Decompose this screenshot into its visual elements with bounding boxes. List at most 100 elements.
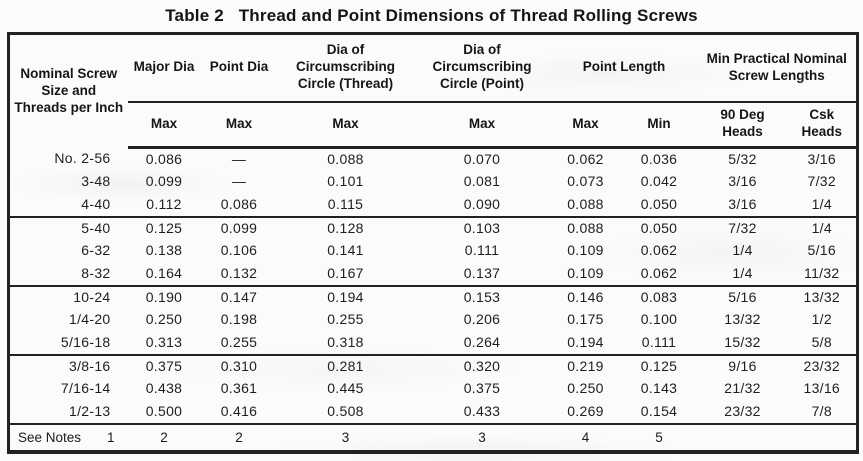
table-row: 10-24 0.190 0.147 0.194 0.153 0.146 0.083 5/16 1…: [8, 284, 858, 309]
table-row: No. 2-56 0.086 — 0.088 0.070 0.062 0.036 5/32 3/…: [9, 148, 858, 171]
value-cell: 0.198: [220, 311, 258, 328]
value-cell: 0.167: [327, 264, 364, 281]
value-cell: 0.036: [640, 151, 678, 168]
value-cell: 0.088: [567, 195, 604, 212]
value-cell: 0.281: [277, 353, 414, 378]
screw-size-cell: 1/2-13: [69, 402, 111, 419]
note-number-cell: 4: [550, 422, 621, 452]
value-cell: 15/32: [724, 333, 761, 350]
screw-size-cell: 5-40: [8, 215, 128, 240]
value-cell: 5/16: [807, 242, 836, 259]
header-major-dia: Major Dia: [127, 33, 201, 103]
value-cell: 0.050: [620, 215, 698, 240]
table-row: 5-40 0.125 0.099 0.128 0.103 0.088 0.050 7/32 1/…: [8, 215, 858, 240]
value-cell: 0.073: [567, 173, 604, 190]
value-cell: 0.128: [277, 215, 414, 240]
note-number-cell: 2: [127, 422, 201, 452]
value-cell: 7/8: [811, 402, 832, 419]
note-number-cell: 5: [620, 422, 698, 452]
value-cell: 0.416: [220, 402, 258, 419]
header-point-length: Point Length: [550, 33, 698, 103]
value-cell: 0.194: [567, 333, 604, 350]
value-cell: 0.206: [463, 311, 501, 328]
subheader-90deg-heads: 90 Deg Heads: [697, 101, 788, 149]
value-cell: 21/32: [724, 380, 761, 397]
value-cell: 0.125: [620, 353, 698, 378]
see-notes-cell: See Notes 1: [8, 422, 128, 452]
subheader-point-length-min: Min: [620, 101, 698, 149]
screw-size-cell: 3/8-16: [8, 353, 128, 378]
note-number-cell: 3: [413, 422, 551, 452]
subheader-point-length-max: Max: [550, 101, 621, 149]
value-cell: 9/16: [697, 353, 788, 378]
table-row: 3/8-16 0.375 0.310 0.281 0.320 0.219 0.125 9/16…: [8, 353, 858, 378]
value-cell: 0.090: [463, 195, 501, 212]
value-cell: 0.508: [327, 402, 364, 419]
value-cell: 0.111: [464, 242, 500, 259]
value-cell: 0.083: [620, 284, 698, 309]
table-title: Table 2 Thread and Point Dimensions of T…: [165, 6, 698, 25]
value-cell: 0.086: [145, 151, 183, 168]
value-cell: 0.445: [327, 380, 364, 397]
value-cell: 0.310: [200, 353, 278, 378]
value-cell: 7/32: [697, 215, 788, 240]
table-header: Nominal Screw Size and Threads per Inch …: [9, 33, 858, 149]
table-row: 4-40 0.112 0.086 0.115 0.090 0.088 0.050 3/16 1/…: [9, 194, 858, 217]
value-cell: 0.062: [567, 151, 604, 168]
note-number-cell: 2: [200, 422, 278, 452]
value-cell: 0.438: [145, 380, 183, 397]
value-cell: 13/32: [787, 284, 858, 309]
value-cell: 0.062: [640, 264, 678, 281]
value-cell: 0.086: [220, 195, 258, 212]
value-cell: 0.219: [550, 353, 621, 378]
value-cell: 5/16: [697, 284, 788, 309]
screw-size-cell: 7/16-14: [60, 380, 111, 397]
screw-size-cell: 10-24: [8, 284, 128, 309]
value-cell: 0.099: [145, 173, 183, 190]
value-cell: 0.433: [463, 402, 501, 419]
value-cell: 0.175: [567, 311, 604, 328]
value-cell: 0.088: [550, 215, 621, 240]
value-cell: 0.250: [567, 380, 604, 397]
value-cell: 0.143: [640, 380, 678, 397]
value-cell: 0.147: [200, 284, 278, 309]
value-cell: 0.099: [200, 215, 278, 240]
value-cell: 0.042: [640, 173, 678, 190]
value-cell: 0.194: [277, 284, 414, 309]
value-cell: 0.375: [127, 353, 201, 378]
value-cell: 0.250: [145, 311, 183, 328]
value-cell: 0.138: [145, 242, 183, 259]
value-cell: 0.062: [640, 242, 678, 259]
thread-dimensions-table: Nominal Screw Size and Threads per Inch …: [7, 32, 860, 454]
value-cell: 3/16: [728, 195, 757, 212]
notes-row-section: See Notes 1 2 2 3 3 4 5: [8, 422, 858, 452]
value-cell: 0.137: [463, 264, 501, 281]
see-notes-label: See Notes: [18, 429, 82, 445]
value-cell: 3/16: [807, 151, 836, 168]
value-cell: 0.375: [463, 380, 501, 397]
value-cell: 0.255: [327, 311, 364, 328]
screw-size-cell: 4-40: [81, 195, 111, 212]
value-cell: 0.255: [220, 333, 258, 350]
value-cell: 0.264: [463, 333, 501, 350]
value-cell: 0.103: [413, 215, 551, 240]
value-cell: 1/4: [787, 215, 858, 240]
value-cell: 0.146: [550, 284, 621, 309]
table-row: 8-32 0.164 0.132 0.167 0.137 0.109 0.062 1/4 11/…: [9, 263, 858, 286]
value-cell: 1/4: [732, 264, 753, 281]
table-body: No. 2-56 0.086 — 0.088 0.070 0.062 0.036 5/32 3/…: [8, 148, 858, 424]
screw-size-cell: 1/4-20: [69, 311, 111, 328]
header-min-practical-lengths: Min Practical Nominal Screw Lengths: [697, 33, 858, 103]
see-notes-col1-value: 1: [106, 429, 115, 445]
header-dia-circumscribing-thread: Dia of Circumscribing Circle (Thread): [277, 33, 414, 103]
screw-size-cell: 6-32: [81, 242, 111, 259]
screw-size-cell: No. 2-56: [54, 150, 111, 167]
value-cell: —: [231, 173, 247, 190]
value-cell: 0.106: [220, 242, 258, 259]
value-cell: 0.070: [463, 151, 501, 168]
value-cell: 0.153: [413, 284, 551, 309]
value-cell: 0.500: [145, 402, 183, 419]
value-cell: 0.132: [220, 264, 258, 281]
value-cell: 0.154: [640, 402, 678, 419]
value-cell: 23/32: [724, 402, 761, 419]
